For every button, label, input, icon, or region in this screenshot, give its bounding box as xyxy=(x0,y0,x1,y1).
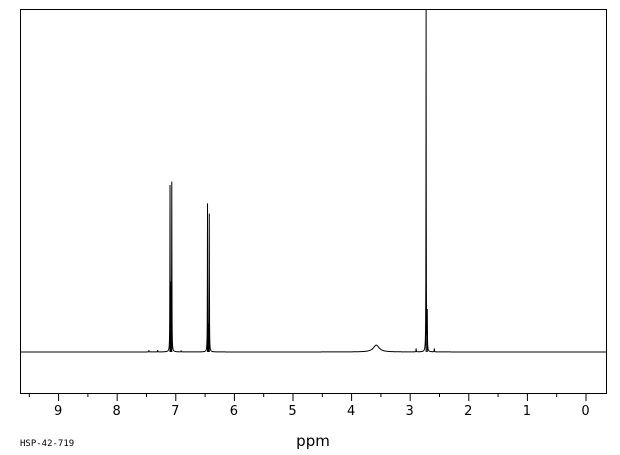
x-tick-label: 0 xyxy=(581,404,589,419)
x-axis-ticks xyxy=(28,393,587,401)
x-axis-tick-labels: 9 8 7 6 5 4 3 2 1 0 xyxy=(54,404,590,419)
x-tick-label: 9 xyxy=(54,404,62,419)
x-tick-label: 8 xyxy=(113,404,121,419)
x-tick-label: 5 xyxy=(288,404,296,419)
sample-code-label: HSP-42-719 xyxy=(20,439,74,449)
x-tick-label: 4 xyxy=(347,404,355,419)
x-tick-label: 7 xyxy=(171,404,179,419)
plot-frame xyxy=(20,9,607,394)
x-axis-title: ppm xyxy=(296,432,330,450)
spectrum-trace xyxy=(20,9,606,353)
x-tick-label: 6 xyxy=(230,404,238,419)
x-tick-label: 2 xyxy=(464,404,472,419)
x-tick-label: 1 xyxy=(523,404,531,419)
x-tick-label: 3 xyxy=(406,404,414,419)
